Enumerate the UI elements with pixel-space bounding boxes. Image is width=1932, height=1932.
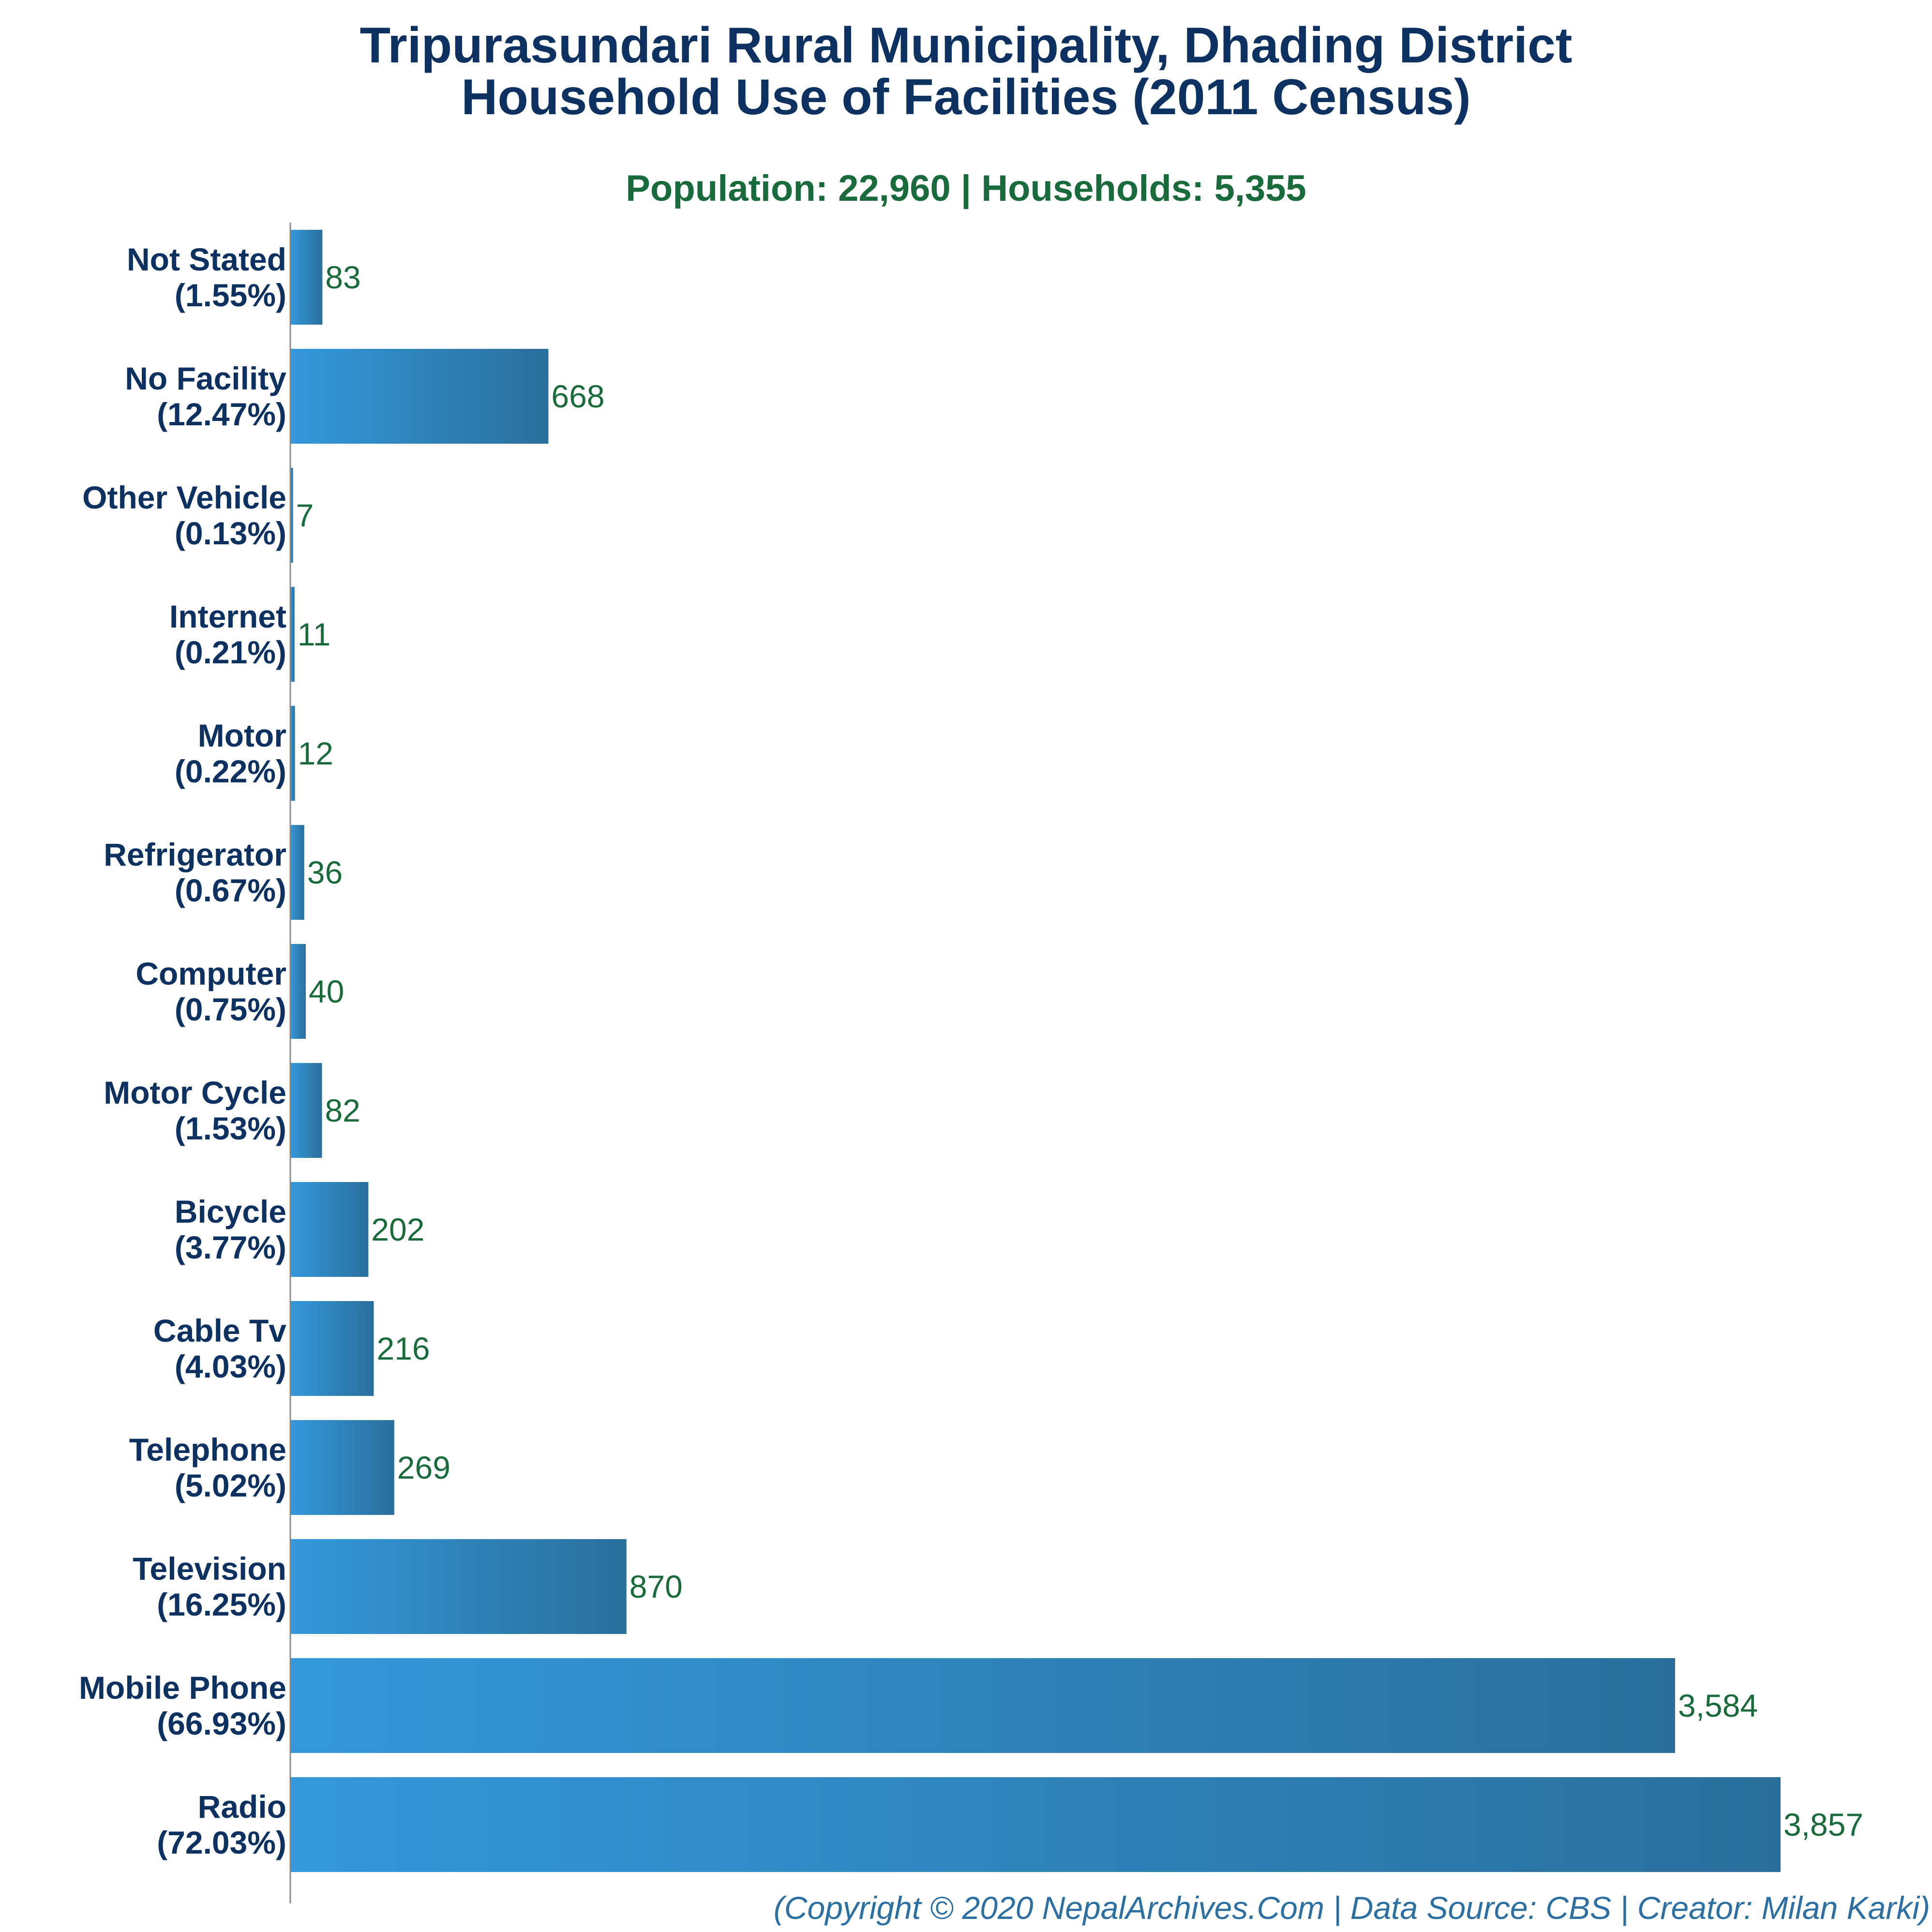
value-label: 269 bbox=[397, 1450, 450, 1485]
value-label: 3,584 bbox=[1678, 1688, 1758, 1723]
value-label: 870 bbox=[629, 1569, 683, 1604]
bar-mobile-phone bbox=[290, 1658, 1675, 1753]
category-label: Other Vehicle (0.13%) bbox=[82, 479, 286, 551]
bar-not-stated bbox=[290, 230, 323, 325]
category-label: Bicycle (3.77%) bbox=[175, 1194, 286, 1265]
chart-title-line1: Tripurasundari Rural Municipality, Dhadi… bbox=[359, 17, 1573, 74]
value-label: 40 bbox=[309, 973, 344, 1009]
bar-motor bbox=[290, 706, 295, 801]
category-label: Telephone (5.02%) bbox=[129, 1432, 286, 1503]
value-label: 202 bbox=[371, 1212, 424, 1247]
bar-motor-cycle bbox=[290, 1063, 322, 1158]
category-label: Motor Cycle (1.53%) bbox=[104, 1075, 286, 1146]
copyright-footer: (Copyright © 2020 NepalArchives.Com | Da… bbox=[773, 1890, 1930, 1926]
bar-no-facility bbox=[290, 349, 549, 444]
bar-other-vehicle bbox=[290, 468, 293, 563]
value-label: 668 bbox=[551, 378, 604, 414]
value-label: 3,857 bbox=[1783, 1807, 1863, 1842]
category-label: No Facility (12.47%) bbox=[125, 360, 286, 432]
bar-refrigerator bbox=[290, 825, 304, 920]
value-label: 216 bbox=[376, 1331, 430, 1366]
value-label: 12 bbox=[298, 735, 333, 771]
chart-subtitle: Population: 22,960 | Households: 5,355 bbox=[626, 168, 1306, 209]
value-label: 82 bbox=[325, 1093, 360, 1128]
category-label: Internet (0.21%) bbox=[169, 599, 286, 670]
bar-television bbox=[290, 1539, 627, 1634]
bar-cable-tv bbox=[290, 1301, 374, 1396]
value-label: 83 bbox=[325, 259, 360, 295]
bar-bicycle bbox=[290, 1182, 369, 1277]
bar-telephone bbox=[290, 1420, 394, 1515]
value-label: 11 bbox=[298, 616, 331, 652]
category-label: Refrigerator (0.67%) bbox=[104, 837, 286, 908]
category-label: Television (16.25%) bbox=[133, 1551, 286, 1622]
category-label: Motor (0.22%) bbox=[175, 718, 286, 789]
bar-radio bbox=[290, 1777, 1781, 1872]
value-label: 36 bbox=[307, 854, 343, 890]
category-label: Computer (0.75%) bbox=[135, 956, 286, 1027]
category-label: Mobile Phone (66.93%) bbox=[79, 1670, 286, 1741]
bar-computer bbox=[290, 944, 306, 1039]
chart-title-line2: Household Use of Facilities (2011 Census… bbox=[461, 69, 1471, 125]
bars-layer: 83 Not Stated (1.55%) 668 No Facility (12.47%… bbox=[79, 230, 1863, 1872]
category-label: Not Stated (1.55%) bbox=[127, 241, 286, 313]
value-label: 7 bbox=[296, 497, 314, 533]
bar-internet bbox=[290, 587, 295, 682]
category-label: Radio (72.03%) bbox=[157, 1789, 286, 1860]
category-label: Cable Tv (4.03%) bbox=[153, 1313, 286, 1384]
